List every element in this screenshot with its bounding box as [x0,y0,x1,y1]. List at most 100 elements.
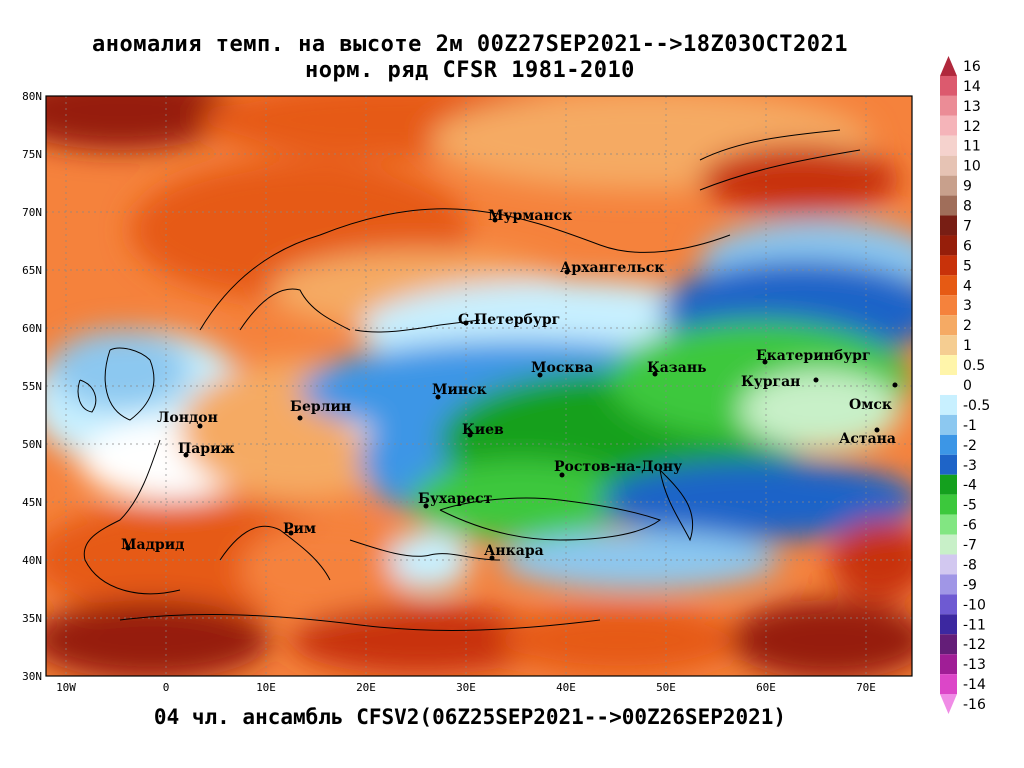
city-label: Архангельск [560,260,664,276]
colorbar-swatch [940,414,957,435]
city-label: Берлин [290,399,351,415]
colorbar-swatch [940,295,957,316]
colorbar-swatch [940,135,957,156]
city-label: Рим [283,521,316,537]
lon-label: 10E [256,681,276,694]
colorbar-label: 2 [963,318,972,334]
lon-label: 60E [756,681,776,694]
city-label: Москва [531,360,593,376]
city-label: Мурманск [488,208,572,224]
lat-label: 55N [22,380,42,393]
city-marker [297,415,303,421]
city-label: Минск [432,382,487,398]
colorbar-label: 0.5 [963,358,985,374]
city-label: Анкара [484,543,544,559]
colorbar-label: -10 [963,597,986,613]
colorbar-label: 0 [963,378,972,394]
lat-label: 65N [22,264,42,277]
colorbar-swatch [940,175,957,196]
city-marker [467,432,473,438]
colorbar-swatch [940,155,957,176]
lat-label: 40N [22,554,42,567]
colorbar-swatch [940,654,957,675]
colorbar-swatch [940,75,957,96]
lon-label: 10W [56,681,76,694]
city-label: Екатеринбург [756,348,871,364]
colorbar-label: -2 [963,438,977,454]
lat-label: 75N [22,148,42,161]
colorbar-label: 9 [963,179,972,195]
city-labels: Мурманск Архангельск С.Петербург Москва … [121,208,898,561]
lon-label: 20E [356,681,376,694]
colorbar-swatch [940,434,957,455]
city-marker [762,359,768,365]
colorbar-label: -14 [963,677,986,693]
colorbar-swatch [940,95,957,116]
colorbar-swatch [940,554,957,575]
city-label: Лондон [157,410,218,426]
city-label: Казань [647,360,707,376]
colorbar-swatch [940,674,957,695]
colorbar-label: -13 [963,657,986,673]
city-marker [874,427,880,433]
colorbar-label: 12 [963,119,981,135]
city-marker [197,423,203,429]
city-marker [564,269,570,275]
colorbar-swatch [940,594,957,615]
colorbar-label: -3 [963,458,977,474]
lon-label: 30E [456,681,476,694]
colorbar-swatch [940,215,957,236]
lat-label: 35N [22,612,42,625]
map-title: аномалия темп. на высоте 2м 00Z27SEP2021… [92,32,848,57]
colorbar-swatch [940,115,957,136]
colorbar-swatch [940,454,957,475]
anomaly-field [46,96,912,676]
colorbar-label: -8 [963,557,977,573]
lon-label: 40E [556,681,576,694]
lat-label: 50N [22,438,42,451]
colorbar-label: -1 [963,418,977,434]
colorbar-swatch [940,494,957,515]
colorbar-label: 7 [963,218,972,234]
city-label: Курган [741,374,800,390]
city-marker [492,217,498,223]
city-marker [183,452,189,458]
lat-label: 60N [22,322,42,335]
city-marker [435,394,441,400]
colorbar-label: 5 [963,258,972,274]
colorbar-swatch [940,694,957,714]
colorbar-label: 4 [963,278,972,294]
colorbar-label: -16 [963,697,986,713]
lat-label: 80N [22,90,42,103]
colorbar-label: 14 [963,79,981,95]
lat-labels: 80N 75N 70N 65N 60N 55N 50N 45N 40N 35N … [22,90,42,683]
colorbar-swatch [940,335,957,356]
colorbar-swatch [940,255,957,276]
city-label: С.Петербург [458,312,560,328]
colorbar-swatch [940,614,957,635]
colorbar-label: -7 [963,538,977,554]
colorbar-label: 8 [963,199,972,215]
city-marker [813,377,819,383]
coastlines [77,129,861,631]
colorbar-label: 13 [963,99,981,115]
colorbar-label: 10 [963,159,981,175]
colorbar-label: -9 [963,577,977,593]
city-marker [652,371,658,377]
colorbar-swatch [940,56,957,76]
colorbar-label: -12 [963,637,986,653]
city-marker [559,472,565,478]
colorbar-label: -11 [963,617,986,633]
map-frame [45,95,913,677]
lon-label: 70E [856,681,876,694]
colorbar-label: -6 [963,518,977,534]
city-marker [537,372,543,378]
colorbar-label: -5 [963,498,977,514]
colorbar-swatch [940,195,957,216]
city-label: Париж [178,441,235,457]
ensemble-footer: 04 чл. ансамбль CFSV2(06Z25SEP2021-->00Z… [153,705,787,729]
lat-label: 45N [22,496,42,509]
colorbar-swatch [940,634,957,655]
city-marker [423,503,429,509]
